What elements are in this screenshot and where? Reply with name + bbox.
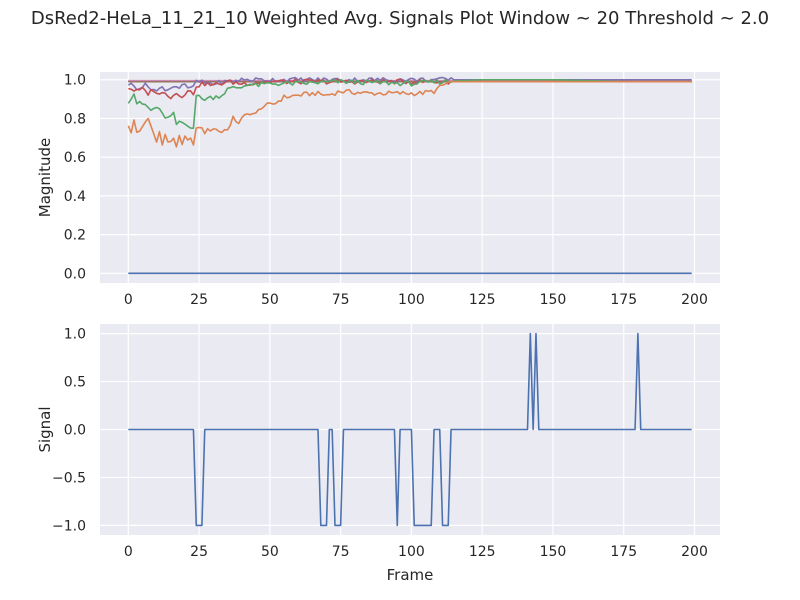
series-line — [128, 332, 692, 527]
x-tick-label: 75 — [332, 544, 350, 560]
y-tick-label: 0.0 — [64, 423, 86, 439]
x-tick-label: 75 — [332, 292, 350, 308]
magnitude-panel: 0 25 50 75 100 125 150 175 200 0.0 0.2 0.4 0.6 0.8 1.0… — [36, 72, 720, 308]
signal-panel: 0 25 50 75 100 125 150 175 200 −1.0 −0.5 0.0 0.5 1.0 S… — [36, 324, 720, 584]
x-tick-label: 0 — [124, 292, 133, 308]
y-tick-label: 0.0 — [64, 266, 86, 282]
x-tick-label: 50 — [261, 544, 279, 560]
x-tick-label: 175 — [610, 544, 637, 560]
y-tick-label: 1.0 — [64, 73, 86, 89]
y-tick-label: −1.0 — [52, 518, 86, 534]
figure-title: DsRed2-HeLa_11_21_10 Weighted Avg. Signa… — [30, 8, 770, 29]
series-line — [127, 80, 692, 148]
y-tick-label: 0.5 — [64, 375, 86, 391]
y-axis-label: Magnitude — [36, 138, 54, 217]
x-tick-label: 175 — [610, 292, 637, 308]
x-tick-label: 150 — [540, 544, 567, 560]
x-tick-label: 25 — [190, 544, 208, 560]
x-tick-label: 200 — [681, 292, 708, 308]
x-tick-label: 200 — [681, 544, 708, 560]
x-axis-label: Frame — [387, 566, 434, 584]
x-tick-label: 100 — [398, 544, 425, 560]
y-tick-label: −0.5 — [52, 470, 86, 486]
x-tick-label: 25 — [190, 292, 208, 308]
y-tick-label: 0.2 — [64, 228, 86, 244]
x-tick-label: 125 — [469, 544, 496, 560]
y-tick-label: 0.4 — [64, 189, 86, 205]
x-tick-label: 50 — [261, 292, 279, 308]
y-tick-label: 0.6 — [64, 150, 86, 166]
y-axis-label: Signal — [36, 406, 54, 452]
plot-area — [100, 72, 720, 283]
x-tick-label: 0 — [124, 544, 133, 560]
x-tick-label: 125 — [469, 292, 496, 308]
y-tick-label: 0.8 — [64, 111, 86, 127]
x-tick-label: 100 — [398, 292, 425, 308]
x-tick-label: 150 — [540, 292, 567, 308]
y-tick-label: 1.0 — [64, 327, 86, 343]
